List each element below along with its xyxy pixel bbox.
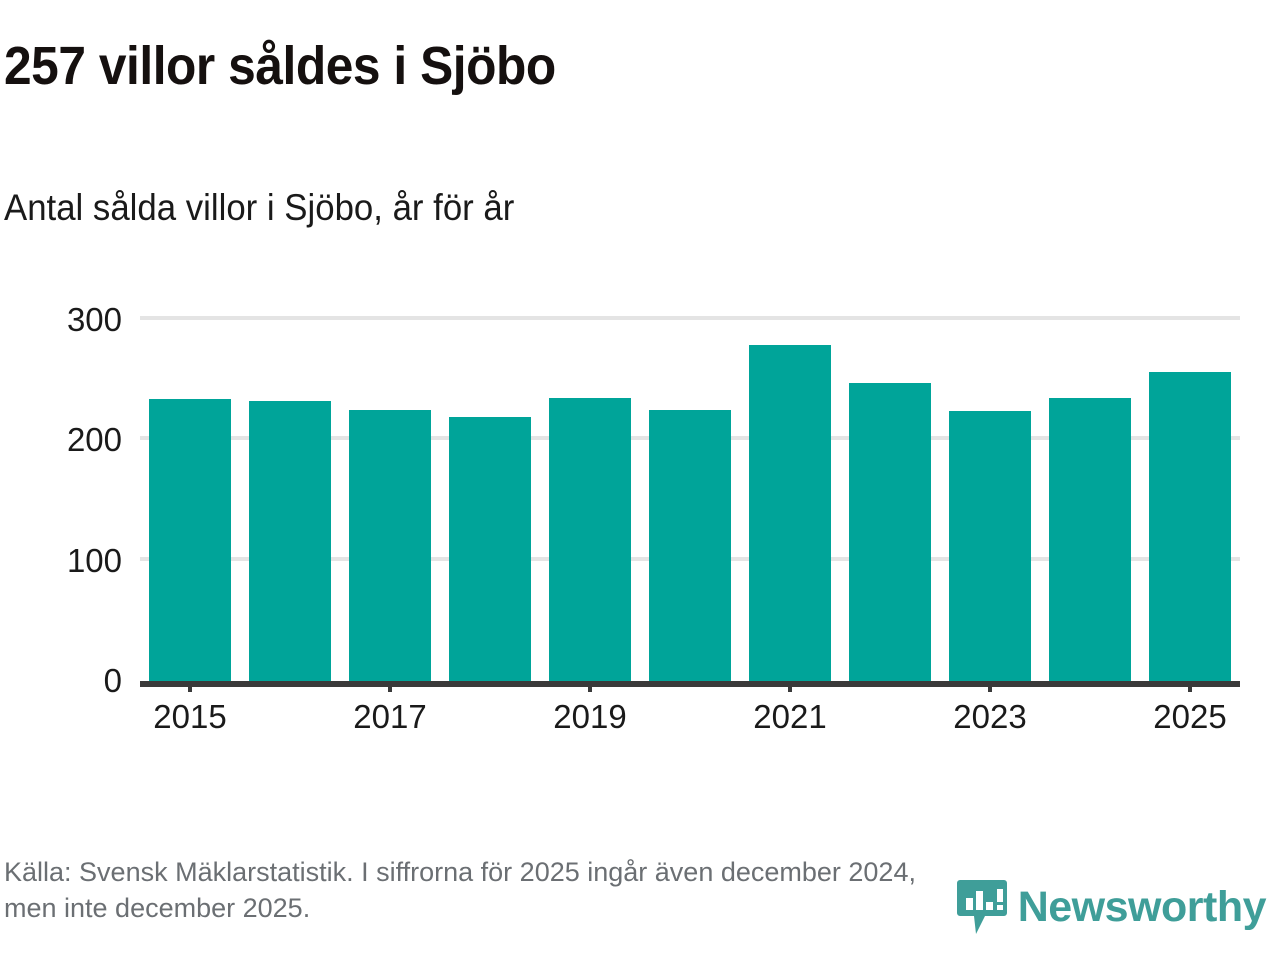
bar-2025[interactable] <box>1149 371 1231 681</box>
bar-slot-2015 <box>140 320 240 681</box>
bar-slot-2025 <box>1140 320 1240 681</box>
x-tick-label-2025: 2025 <box>1153 698 1227 735</box>
x-tick-slot-2018: 2018 <box>440 681 540 751</box>
x-tick-label-2019: 2019 <box>553 698 627 735</box>
x-tick-mark-2019 <box>588 681 592 692</box>
x-tick-slot-2020: 2020 <box>640 681 740 751</box>
bar-slot-2021 <box>740 320 840 681</box>
bar-slot-2018 <box>440 320 540 681</box>
gridline-300 <box>140 316 1240 320</box>
x-tick-slot-2019: 2019 <box>540 681 640 751</box>
y-tick-label-100: 100 <box>66 541 122 579</box>
plot-area <box>140 316 1240 681</box>
x-tick-label-2015: 2015 <box>153 698 227 735</box>
x-axis-line <box>140 681 1240 687</box>
y-tick-label-300: 300 <box>66 301 122 338</box>
y-tick-label-0: 0 <box>103 662 122 699</box>
page-title: 257 villor såldes i Sjöbo <box>4 36 556 96</box>
x-tick-mark-2017 <box>388 681 392 692</box>
x-tick-mark-2023 <box>988 681 992 692</box>
chart-subtitle: Antal sålda villor i Sjöbo, år för år <box>4 187 515 228</box>
x-tick-slot-2022: 2022 <box>840 681 940 751</box>
x-tick-slot-2015: 2015 <box>140 681 240 751</box>
bar-slot-2016 <box>240 320 340 681</box>
x-tick-mark-2021 <box>788 681 792 692</box>
x-tick-slot-2017: 2017 <box>340 681 440 751</box>
x-tick-slot-2021: 2021 <box>740 681 840 751</box>
x-tick-slot-2016: 2016 <box>240 681 340 751</box>
x-tick-slot-2023: 2023 <box>940 681 1040 751</box>
bar-2021[interactable] <box>749 345 831 681</box>
x-tick-label-2017: 2017 <box>353 698 427 735</box>
bar-2022[interactable] <box>849 382 931 681</box>
bar-2016[interactable] <box>249 400 331 681</box>
x-tick-label-2023: 2023 <box>953 698 1027 735</box>
y-tick-label-200: 200 <box>66 421 122 459</box>
bar-slot-2024 <box>1040 320 1140 681</box>
bar-series <box>140 320 1240 681</box>
bar-2017[interactable] <box>349 410 431 681</box>
bar-2023[interactable] <box>949 411 1031 681</box>
bar-slot-2023 <box>940 320 1040 681</box>
x-tick-slot-2025: 2025 <box>1140 681 1240 751</box>
source-note: Källa: Svensk Mäklarstatistik. I siffror… <box>4 857 916 923</box>
bar-2018[interactable] <box>449 417 531 681</box>
x-tick-mark-2025 <box>1188 681 1192 692</box>
bar-2019[interactable] <box>549 398 631 681</box>
x-axis: 2015 2016 2017 2018 2019 2020 2021 2022 2023 2024… <box>140 681 1240 751</box>
newsworthy-logo[interactable]: Newsworthy <box>956 878 1267 936</box>
bar-slot-2022 <box>840 320 940 681</box>
x-tick-label-2021: 2021 <box>753 698 827 735</box>
bar-2024[interactable] <box>1049 398 1131 681</box>
newsworthy-bars-icon <box>956 878 1008 936</box>
bar-slot-2019 <box>540 320 640 681</box>
x-tick-mark-2015 <box>188 681 192 692</box>
bar-2020[interactable] <box>649 410 731 681</box>
bar-slot-2020 <box>640 320 740 681</box>
bar-2015[interactable] <box>149 399 231 681</box>
newsworthy-wordmark: Newsworthy <box>1017 882 1267 931</box>
x-tick-slot-2024: 2024 <box>1040 681 1140 751</box>
bar-slot-2017 <box>340 320 440 681</box>
